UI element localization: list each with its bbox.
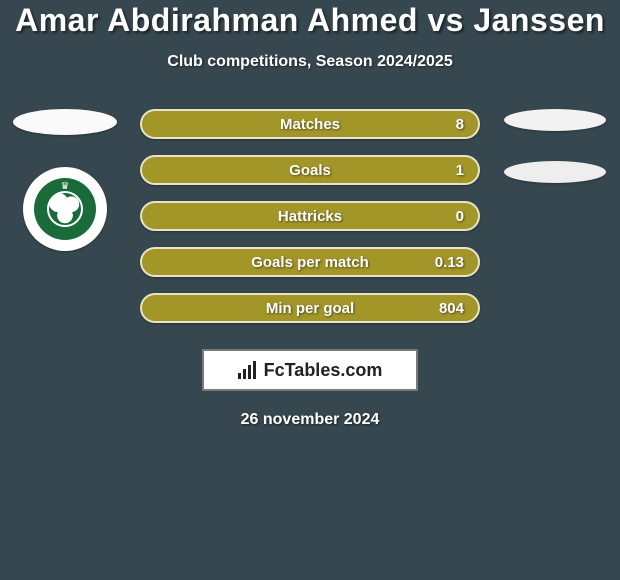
stat-bar-goals: Goals 1 bbox=[140, 155, 480, 185]
stat-label: Hattricks bbox=[278, 208, 342, 225]
stat-value: 0 bbox=[456, 208, 464, 225]
stat-value: 1 bbox=[456, 162, 464, 179]
stat-label: Min per goal bbox=[266, 300, 354, 317]
comparison-card: Amar Abdirahman Ahmed vs Janssen Club co… bbox=[0, 0, 620, 429]
stat-label: Goals bbox=[289, 162, 331, 179]
stat-bar-gpm: Goals per match 0.13 bbox=[140, 247, 480, 277]
right-player-col bbox=[500, 109, 610, 183]
branding-text: FcTables.com bbox=[264, 360, 383, 381]
subtitle: Club competitions, Season 2024/2025 bbox=[0, 53, 620, 71]
stat-value: 8 bbox=[456, 116, 464, 133]
right-club-oval-icon bbox=[504, 161, 606, 183]
stat-label: Goals per match bbox=[251, 254, 369, 271]
date-text: 26 november 2024 bbox=[0, 411, 620, 429]
stats-column: Matches 8 Goals 1 Hattricks 0 Goals per … bbox=[140, 109, 480, 323]
stat-value: 804 bbox=[439, 300, 464, 317]
main-row: ♛ Matches 8 Goals 1 Hattricks 0 Goals pe… bbox=[0, 109, 620, 323]
left-player-col: ♛ bbox=[10, 109, 120, 251]
stat-bar-hattricks: Hattricks 0 bbox=[140, 201, 480, 231]
stat-bar-matches: Matches 8 bbox=[140, 109, 480, 139]
right-flag-icon bbox=[504, 109, 606, 131]
left-flag-icon bbox=[13, 109, 117, 135]
stat-bar-mpg: Min per goal 804 bbox=[140, 293, 480, 323]
club-badge-inner: ♛ bbox=[34, 178, 96, 240]
soccer-ball-icon bbox=[47, 191, 83, 227]
branding-box[interactable]: FcTables.com bbox=[202, 349, 418, 391]
bar-chart-icon bbox=[238, 361, 256, 379]
stat-value: 0.13 bbox=[435, 254, 464, 271]
stat-label: Matches bbox=[280, 116, 340, 133]
crown-icon: ♛ bbox=[61, 181, 70, 192]
page-title: Amar Abdirahman Ahmed vs Janssen bbox=[0, 2, 620, 39]
left-club-badge: ♛ bbox=[23, 167, 107, 251]
